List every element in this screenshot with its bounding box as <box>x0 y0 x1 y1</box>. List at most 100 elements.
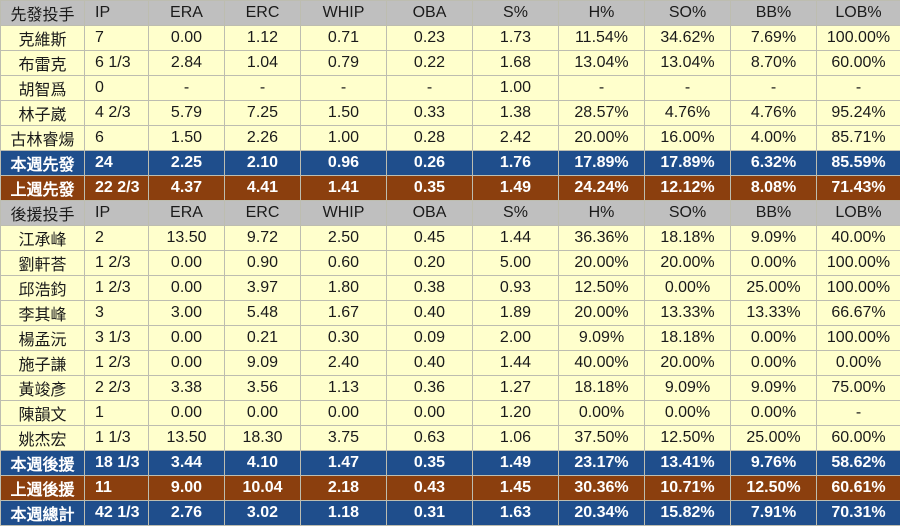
stat-cell: 0.00% <box>645 276 731 301</box>
stat-cell: 15.82% <box>645 501 731 526</box>
stat-cell: 3.38 <box>149 376 225 401</box>
stat-cell: 2.42 <box>473 126 559 151</box>
stat-cell: 17.89% <box>559 151 645 176</box>
stat-cell: 1 2/3 <box>85 351 149 376</box>
stat-cell: 4.76% <box>731 101 817 126</box>
stat-cell: 4.00% <box>731 126 817 151</box>
stat-cell: 6 1/3 <box>85 51 149 76</box>
stat-cell: 11.54% <box>559 26 645 51</box>
stat-cell: 58.62% <box>817 451 900 476</box>
stat-cell: 1.68 <box>473 51 559 76</box>
stat-cell: 1.38 <box>473 101 559 126</box>
stat-cell: WHIP <box>301 201 387 226</box>
stat-cell: 0.30 <box>301 326 387 351</box>
stat-cell: 0.45 <box>387 226 473 251</box>
stat-cell: 18 1/3 <box>85 451 149 476</box>
stat-cell: ERC <box>225 201 301 226</box>
stat-cell: 85.59% <box>817 151 900 176</box>
stat-cell: 0.35 <box>387 176 473 201</box>
stat-cell: 2.18 <box>301 476 387 501</box>
stat-cell: - <box>387 76 473 101</box>
row-label-cell: 克維斯 <box>1 26 85 51</box>
stat-cell: 9.76% <box>731 451 817 476</box>
stat-cell: ERA <box>149 201 225 226</box>
stat-cell: 3.02 <box>225 501 301 526</box>
stat-cell: 0.38 <box>387 276 473 301</box>
stat-cell: 0.00 <box>149 351 225 376</box>
stat-cell: 12.50% <box>645 426 731 451</box>
row-label-cell: 布雷克 <box>1 51 85 76</box>
stat-cell: 9.09% <box>559 326 645 351</box>
stat-cell: 0.00% <box>731 351 817 376</box>
stat-cell: 0.71 <box>301 26 387 51</box>
row-label-cell: 施子謙 <box>1 351 85 376</box>
stat-cell: 20.00% <box>559 301 645 326</box>
stat-cell: S% <box>473 1 559 26</box>
stat-cell: 13.50 <box>149 426 225 451</box>
stat-cell: 1.50 <box>301 101 387 126</box>
stat-cell: 0.96 <box>301 151 387 176</box>
stat-cell: IP <box>85 1 149 26</box>
stat-cell: 60.00% <box>817 426 900 451</box>
stat-cell: 18.18% <box>645 226 731 251</box>
stat-cell: 13.41% <box>645 451 731 476</box>
stat-cell: 100.00% <box>817 26 900 51</box>
stat-cell: 66.67% <box>817 301 900 326</box>
stat-cell: 9.72 <box>225 226 301 251</box>
stat-cell: 0.00 <box>149 251 225 276</box>
stat-cell: 4.37 <box>149 176 225 201</box>
stat-cell: 7.25 <box>225 101 301 126</box>
stat-cell: 1 <box>85 401 149 426</box>
stat-cell: 16.00% <box>645 126 731 151</box>
stat-cell: 6.32% <box>731 151 817 176</box>
stat-cell: 20.00% <box>645 251 731 276</box>
stat-cell: WHIP <box>301 1 387 26</box>
stat-cell: 2 <box>85 226 149 251</box>
stat-cell: 2.84 <box>149 51 225 76</box>
stat-cell: BB% <box>731 1 817 26</box>
stat-cell: 3 1/3 <box>85 326 149 351</box>
stat-cell: 0.22 <box>387 51 473 76</box>
stat-cell: H% <box>559 1 645 26</box>
row-label-cell: 本週總計 <box>1 501 85 526</box>
stat-cell: 1.50 <box>149 126 225 151</box>
row-label-cell: 陳韻文 <box>1 401 85 426</box>
stat-cell: 5.48 <box>225 301 301 326</box>
stat-cell: 8.70% <box>731 51 817 76</box>
stat-cell: 0.21 <box>225 326 301 351</box>
stat-cell: 40.00% <box>817 226 900 251</box>
stat-cell: 24.24% <box>559 176 645 201</box>
stat-cell: 0.31 <box>387 501 473 526</box>
stat-cell: 0.63 <box>387 426 473 451</box>
stat-cell: - <box>817 76 900 101</box>
stat-cell: LOB% <box>817 201 900 226</box>
stat-cell: OBA <box>387 1 473 26</box>
stat-cell: 0.20 <box>387 251 473 276</box>
row-label-cell: 上週後援 <box>1 476 85 501</box>
stat-cell: 4.76% <box>645 101 731 126</box>
row-label-cell: 本週後援 <box>1 451 85 476</box>
stat-cell: 34.62% <box>645 26 731 51</box>
row-label-cell: 古林睿煬 <box>1 126 85 151</box>
stat-cell: 17.89% <box>645 151 731 176</box>
row-label-cell: 林子崴 <box>1 101 85 126</box>
stat-cell: 1.12 <box>225 26 301 51</box>
stat-cell: 0.00 <box>149 276 225 301</box>
stat-cell: 0.60 <box>301 251 387 276</box>
stat-cell: 9.09 <box>225 351 301 376</box>
stat-cell: 1.44 <box>473 226 559 251</box>
stat-cell: 3 <box>85 301 149 326</box>
